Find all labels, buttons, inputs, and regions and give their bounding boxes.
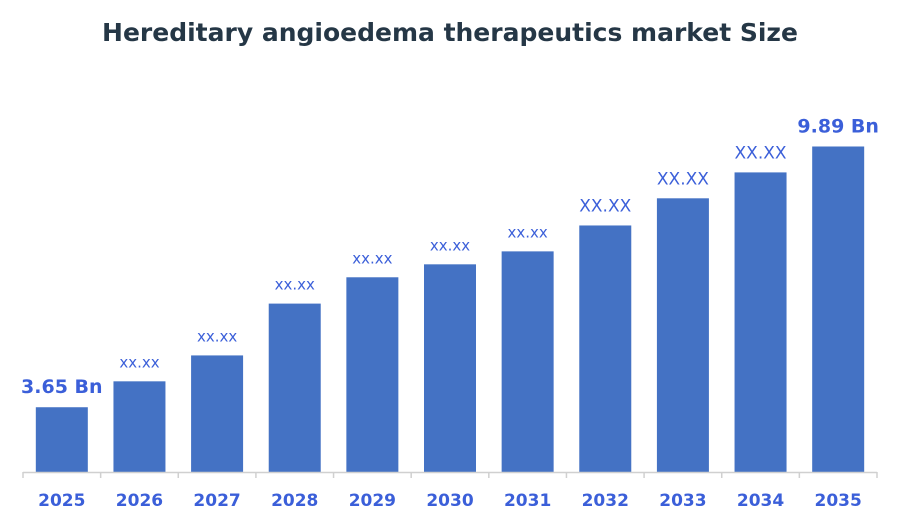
data-label: xx.xx bbox=[197, 327, 237, 345]
bar bbox=[812, 146, 865, 472]
data-label: xx.xx bbox=[507, 223, 547, 241]
x-tick-label: 2032 bbox=[582, 491, 629, 511]
x-tick-label: 2025 bbox=[38, 491, 85, 511]
bar bbox=[579, 225, 632, 472]
chart-title: Hereditary angioedema therapeutics marke… bbox=[102, 18, 798, 47]
bar bbox=[268, 303, 321, 472]
data-label: 9.89 Bn bbox=[797, 115, 879, 137]
x-tick-label: 2026 bbox=[116, 491, 163, 511]
data-label: 3.65 Bn bbox=[21, 376, 103, 398]
x-tick-label: 2033 bbox=[659, 491, 706, 511]
x-tick-label: 2035 bbox=[815, 491, 862, 511]
data-label: xx.xx bbox=[352, 249, 392, 267]
x-tick-label: 2028 bbox=[271, 491, 318, 511]
bar bbox=[113, 381, 166, 472]
x-tick-label: 2029 bbox=[349, 491, 396, 511]
bar bbox=[656, 198, 709, 472]
data-label: xx.xx bbox=[430, 236, 470, 254]
x-tick-label: 2030 bbox=[426, 491, 473, 511]
data-label: xx.xx bbox=[119, 353, 159, 371]
bar bbox=[35, 407, 88, 472]
bar bbox=[501, 251, 554, 472]
x-tick-label: 2031 bbox=[504, 491, 551, 511]
bar bbox=[191, 355, 244, 472]
bar bbox=[424, 264, 476, 472]
data-label: xx.xx bbox=[275, 276, 315, 294]
bar bbox=[346, 277, 399, 472]
data-label: XX.XX bbox=[579, 196, 631, 216]
x-tick-label: 2027 bbox=[193, 491, 240, 511]
x-tick-label: 2034 bbox=[737, 491, 784, 511]
data-label: XX.XX bbox=[657, 169, 709, 189]
bar bbox=[734, 172, 787, 472]
data-label: XX.XX bbox=[735, 143, 787, 163]
